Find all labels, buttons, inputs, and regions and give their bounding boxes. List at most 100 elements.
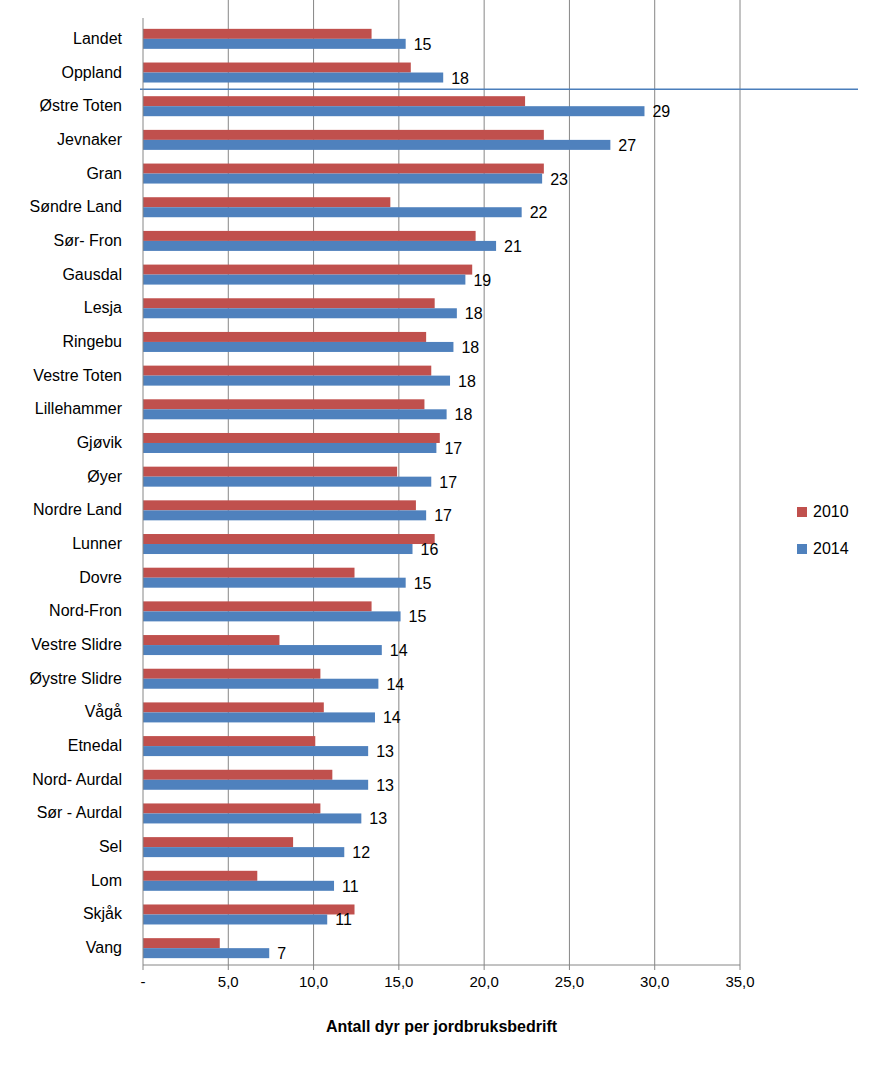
data-label: 19	[473, 272, 491, 289]
chart: 1518292723222119181818181717171615151414…	[0, 0, 876, 1065]
category-label: Vang	[86, 939, 122, 956]
bar	[143, 837, 293, 847]
bar	[143, 29, 372, 39]
category-label: Østre Toten	[40, 97, 122, 114]
data-label: 14	[383, 709, 401, 726]
legend: 20102014	[797, 503, 849, 557]
bar	[143, 544, 413, 554]
bar	[143, 712, 375, 722]
category-label: Nordre Land	[33, 501, 122, 518]
bar	[143, 601, 372, 611]
bar	[143, 366, 431, 376]
bar	[143, 275, 465, 285]
bar	[143, 847, 344, 857]
tick-label: 30,0	[640, 973, 669, 990]
category-label: Oppland	[62, 64, 123, 81]
category-label: Sør- Fron	[54, 232, 122, 249]
tick-mark	[313, 965, 314, 970]
bar	[143, 780, 368, 790]
data-label: 14	[386, 676, 404, 693]
x-axis-title: Antall dyr per jordbruksbedrift	[326, 1018, 558, 1035]
category-label: Lunner	[72, 535, 122, 552]
category-label: Øystre Slidre	[30, 670, 123, 687]
data-label: 16	[421, 541, 439, 558]
bar	[143, 770, 332, 780]
bar	[143, 568, 355, 578]
bar	[143, 948, 269, 958]
bar	[143, 308, 457, 318]
data-label: 17	[434, 507, 452, 524]
bar	[143, 376, 450, 386]
category-label: Øyer	[87, 468, 122, 485]
category-label: Lillehammer	[35, 400, 123, 417]
bar	[143, 96, 525, 106]
bars	[143, 29, 644, 958]
tick-mark	[569, 965, 570, 970]
category-label: Lom	[91, 872, 122, 889]
data-label: 22	[530, 204, 548, 221]
category-label: Nord-Fron	[49, 602, 122, 619]
bar	[143, 207, 522, 217]
bar	[143, 914, 327, 924]
bar	[143, 534, 435, 544]
tick-label: 20,0	[470, 973, 499, 990]
data-label: 17	[439, 474, 457, 491]
bar	[143, 679, 378, 689]
legend-swatch	[797, 544, 807, 554]
category-label: Dovre	[79, 569, 122, 586]
data-label: 18	[451, 70, 469, 87]
category-label: Nord- Aurdal	[32, 771, 122, 788]
data-label: 17	[444, 440, 462, 457]
category-label: Sør - Aurdal	[37, 804, 122, 821]
bar	[143, 197, 390, 207]
bar	[143, 443, 436, 453]
data-label: 15	[414, 36, 432, 53]
bar	[143, 904, 355, 914]
data-label: 13	[376, 777, 394, 794]
tick-mark	[740, 965, 741, 970]
data-label: 15	[414, 575, 432, 592]
category-label: Vestre Toten	[33, 367, 122, 384]
bar	[143, 500, 416, 510]
data-label: 21	[504, 238, 522, 255]
bar	[143, 813, 361, 823]
grid-line	[654, 0, 655, 965]
bar	[143, 938, 220, 948]
data-label: 15	[409, 608, 427, 625]
tick-label: 10,0	[299, 973, 328, 990]
tick-mark	[398, 965, 399, 970]
bar	[143, 73, 443, 83]
data-label: 13	[369, 810, 387, 827]
bar	[143, 433, 440, 443]
category-label: Søndre Land	[29, 198, 122, 215]
data-label: 14	[390, 642, 408, 659]
category-label: Gran	[86, 165, 122, 182]
data-label: 18	[461, 339, 479, 356]
bar	[143, 174, 542, 184]
bar	[143, 39, 406, 49]
x-axis-line	[143, 965, 740, 966]
tick-label: 25,0	[555, 973, 584, 990]
bar	[143, 63, 411, 73]
bar	[143, 669, 320, 679]
bar	[143, 803, 320, 813]
bar	[143, 645, 382, 655]
bar	[143, 746, 368, 756]
bar	[143, 106, 644, 116]
category-label: Vestre Slidre	[31, 636, 122, 653]
bar	[143, 241, 496, 251]
bar	[143, 477, 431, 487]
tick-label: -	[141, 973, 146, 990]
bar	[143, 871, 257, 881]
data-label: 18	[455, 406, 473, 423]
data-label: 11	[342, 878, 359, 895]
tick-label: 5,0	[218, 973, 239, 990]
bar	[143, 702, 324, 712]
tick-mark	[228, 965, 229, 970]
legend-swatch	[797, 507, 807, 517]
bar	[143, 265, 472, 275]
legend-label: 2010	[813, 503, 849, 520]
bar	[143, 510, 426, 520]
data-label: 11	[335, 911, 352, 928]
y-axis-line	[143, 18, 144, 965]
